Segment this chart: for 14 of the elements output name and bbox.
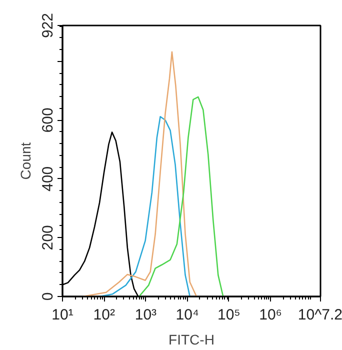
x-tick-label: 10³: [134, 306, 157, 324]
y-tick-label: 0: [40, 292, 56, 301]
x-tick-label: 10⁶: [259, 306, 282, 324]
y-axis-title: Count: [18, 142, 34, 180]
y-tick-label: 922: [40, 12, 56, 38]
x-tick-label: 10⁴: [176, 306, 199, 324]
y-tick-label: 600: [40, 108, 56, 133]
x-tick-label: 10⁵: [218, 306, 240, 324]
x-tick-label: 10¹: [52, 306, 74, 324]
x-tick-label: 10²: [93, 306, 115, 324]
y-tick-label: 400: [40, 166, 56, 192]
x-axis-title: FITC-H: [168, 332, 214, 348]
x-tick-label: 10^7.2: [298, 306, 342, 324]
y-tick-label: 200: [40, 225, 56, 250]
